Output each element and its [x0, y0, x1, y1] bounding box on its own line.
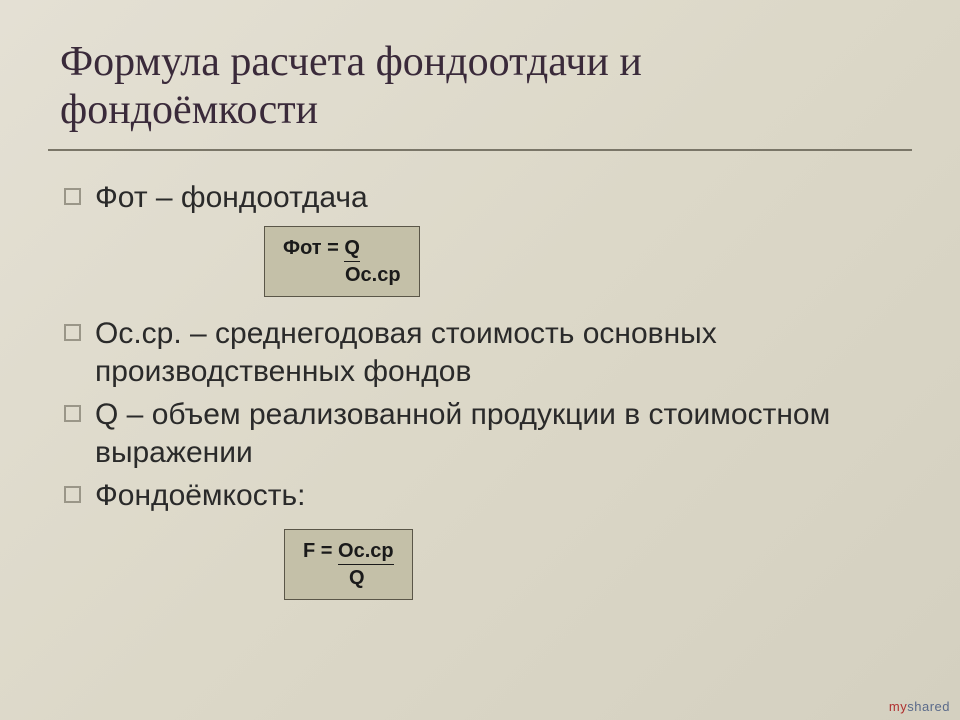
- bullet-text: Фондоёмкость:: [95, 477, 305, 515]
- bullet-item: Фот – фондоотдача: [64, 179, 900, 217]
- bullet-text: Q – объем реализованной продукции в стои…: [95, 396, 900, 471]
- slide-title: Формула расчета фондоотдачи и фондоёмкос…: [60, 38, 900, 135]
- bullet-item: Q – объем реализованной продукции в стои…: [64, 396, 900, 471]
- formula1-numerator: Q: [344, 235, 360, 262]
- bullet-item: Ос.ср. – среднегодовая стоимость основны…: [64, 315, 900, 390]
- formula1-lhs: Фот =: [283, 237, 344, 259]
- formula2-denominator: Q: [303, 567, 365, 589]
- bullet-item: Фондоёмкость:: [64, 477, 900, 515]
- watermark-part2: shared: [907, 699, 950, 714]
- bullet-text: Ос.ср. – среднегодовая стоимость основны…: [95, 315, 900, 390]
- formula-box-2: F = Ос.ср Q: [284, 529, 504, 600]
- slide: Формула расчета фондоотдачи и фондоёмкос…: [0, 0, 960, 720]
- bullet-text: Фот – фондоотдача: [95, 179, 368, 217]
- formula-box-1: Фот = Q Ос.ср: [264, 226, 514, 297]
- watermark: myshared: [889, 699, 950, 714]
- square-bullet-icon: [64, 324, 81, 341]
- formula2-numerator: Ос.ср: [338, 538, 394, 565]
- slide-content: Фот – фондоотдача Фот = Q Ос.ср Ос.ср. –…: [60, 179, 900, 600]
- square-bullet-icon: [64, 188, 81, 205]
- square-bullet-icon: [64, 486, 81, 503]
- title-divider: [48, 149, 912, 151]
- square-bullet-icon: [64, 405, 81, 422]
- formula1-denominator: Ос.ср: [283, 264, 401, 286]
- watermark-part1: my: [889, 699, 907, 714]
- formula2-lhs: F =: [303, 540, 338, 562]
